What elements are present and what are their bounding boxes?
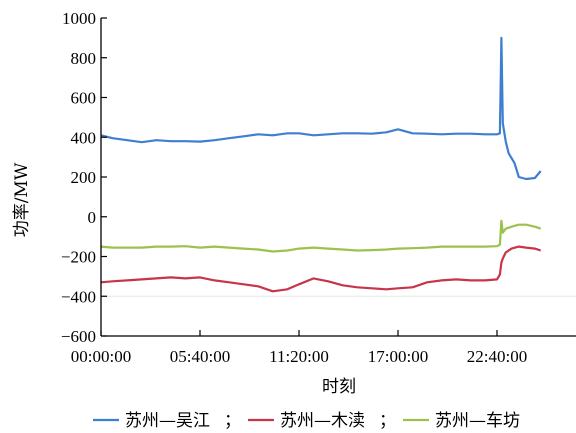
y-tick-label: 1000 (62, 9, 96, 28)
legend-label-2: 苏州—木渎 (280, 411, 365, 431)
y-tick-label: −400 (61, 287, 96, 306)
y-tick-label: 0 (88, 208, 97, 227)
legend-separator: ； (224, 411, 241, 431)
plot-background (101, 18, 576, 336)
y-tick-label: 800 (71, 49, 97, 68)
series-line-1 (100, 36, 542, 181)
legend-label-3: 苏州—车坊 (435, 411, 520, 431)
legend: 苏州—吴江 ； 苏州—木渎 ； 苏州—车坊 (93, 411, 520, 431)
x-axis-ticks: 00:00:00 05:40:00 11:20:00 17:00:00 22:40:00 (71, 330, 527, 366)
y-tick-label: 400 (71, 128, 97, 147)
x-axis-label: 时刻 (322, 377, 356, 397)
legend-label-1: 苏州—吴江 (125, 411, 210, 431)
x-tick-label: 00:00:00 (71, 347, 131, 366)
series-layer (100, 36, 542, 293)
y-tick-label: −200 (61, 248, 96, 267)
y-tick-label: 200 (71, 168, 97, 187)
x-tick-label: 22:40:00 (467, 347, 527, 366)
y-tick-label: −600 (61, 327, 96, 346)
y-axis-label: 功率/MW (12, 162, 32, 237)
y-axis-ticks: −600 −400 −200 0 200 400 600 800 1000 (61, 9, 107, 346)
y-tick-label: 600 (71, 89, 97, 108)
legend-separator: ； (379, 411, 396, 431)
series-line-2 (100, 245, 542, 293)
series-line-3 (100, 219, 542, 253)
x-tick-label: 17:00:00 (368, 347, 428, 366)
x-tick-label: 11:20:00 (269, 347, 329, 366)
x-tick-label: 05:40:00 (170, 347, 230, 366)
